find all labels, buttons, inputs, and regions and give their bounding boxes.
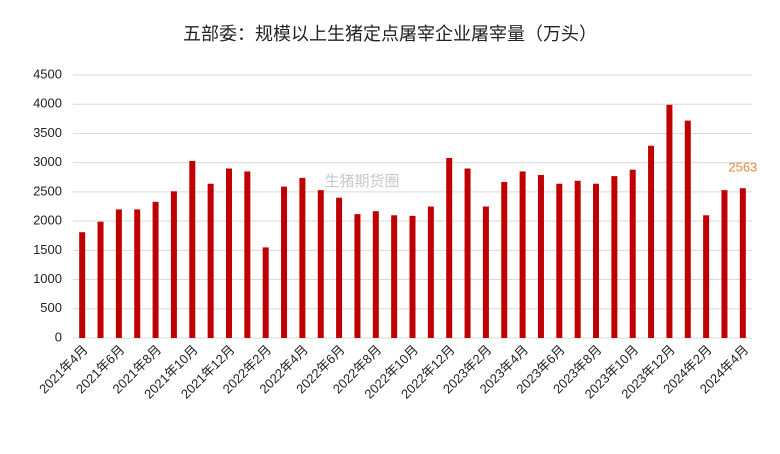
y-tick-label: 2500 xyxy=(33,183,62,198)
bar xyxy=(189,160,196,338)
bar xyxy=(152,201,159,338)
bar xyxy=(207,183,214,338)
bar xyxy=(446,157,453,338)
y-tick-label: 4500 xyxy=(33,66,62,81)
chart-title: 五部委：规模以上生猪定点屠宰企业屠宰量（万头） xyxy=(183,24,597,44)
y-tick-label: 3000 xyxy=(33,154,62,169)
bar xyxy=(427,206,434,338)
bar xyxy=(611,176,618,338)
bar xyxy=(464,168,471,338)
y-tick-label: 4000 xyxy=(33,96,62,111)
bar xyxy=(519,171,526,338)
y-tick-label: 1500 xyxy=(33,242,62,257)
bar xyxy=(593,183,600,338)
bar xyxy=(409,215,416,338)
bar xyxy=(354,214,361,338)
bar xyxy=(537,174,544,338)
y-tick-label: 2000 xyxy=(33,213,62,228)
bar xyxy=(97,221,104,338)
bar xyxy=(703,215,710,338)
value-label: 2563 xyxy=(728,160,757,175)
bar xyxy=(317,190,324,338)
bar xyxy=(574,180,581,338)
bar xyxy=(391,215,398,338)
y-tick-label: 0 xyxy=(55,329,62,344)
bar xyxy=(299,177,306,338)
bar xyxy=(225,168,232,338)
bar xyxy=(115,209,122,338)
bar xyxy=(336,197,343,338)
watermark: 生猪期货圈 xyxy=(324,173,399,190)
bar xyxy=(134,209,141,338)
bar xyxy=(170,191,177,338)
bar xyxy=(262,247,269,338)
bar xyxy=(684,120,691,338)
bar xyxy=(281,186,288,338)
y-tick-label: 1000 xyxy=(33,271,62,286)
bar xyxy=(629,169,636,338)
bar xyxy=(501,181,508,338)
y-tick-label: 3500 xyxy=(33,125,62,140)
bar xyxy=(648,145,655,338)
bar xyxy=(79,232,86,338)
bar xyxy=(556,183,563,338)
bar xyxy=(372,211,379,338)
bar xyxy=(739,188,746,338)
y-tick-label: 500 xyxy=(40,300,62,315)
bar xyxy=(721,190,728,338)
bar xyxy=(666,104,673,338)
bar xyxy=(482,206,489,338)
bar xyxy=(244,171,251,338)
